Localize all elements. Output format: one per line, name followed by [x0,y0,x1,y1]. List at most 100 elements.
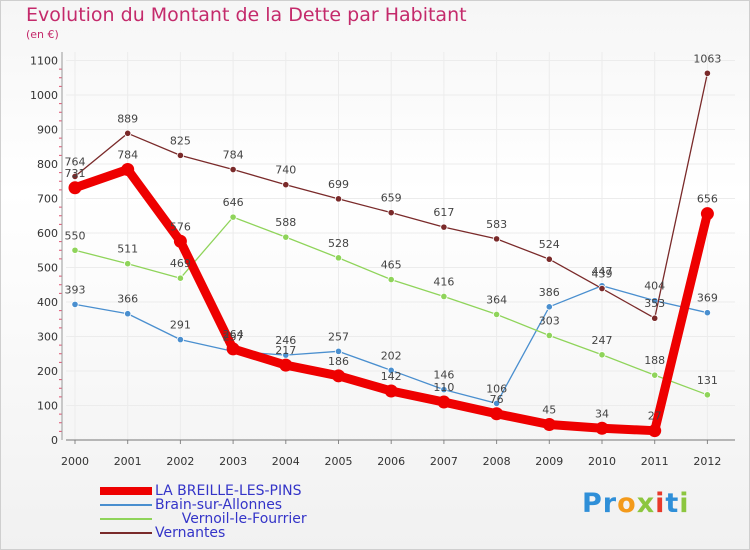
y-tick-label: 0 [51,434,58,447]
data-label: 27 [648,410,662,423]
data-label: 588 [275,216,296,229]
y-tick-label: 200 [37,365,58,378]
y-tick-label: 900 [37,124,58,137]
data-point [279,358,293,372]
data-point [68,181,82,195]
data-point [492,235,501,243]
data-point [700,207,714,221]
data-label: 217 [275,344,296,357]
data-label: 784 [223,149,244,162]
x-tick-label: 2002 [166,455,194,468]
series-lines [68,69,714,438]
data-labels: 393 366 291 257 246 257 202 146 106 386 447 404 369 5… [65,52,722,422]
data-point [121,163,135,177]
data-label: 511 [117,243,138,256]
data-label: 303 [539,314,560,327]
unit-label: (en €) [26,28,59,41]
data-label: 142 [381,370,402,383]
data-point [229,213,237,221]
data-point [229,165,237,174]
y-tick-label: 600 [37,227,58,240]
data-label: 393 [65,283,86,296]
data-label: 369 [697,292,718,305]
x-tick-label: 2010 [588,455,616,468]
x-tick-label: 2008 [483,455,511,468]
legend-label: Vernantes [155,525,226,541]
data-point [651,314,659,322]
data-point [124,310,132,318]
x-tick-label: 2009 [535,455,563,468]
data-label: 257 [223,330,244,343]
data-point [437,395,451,409]
x-tick-label: 2011 [641,455,669,468]
data-point [334,195,343,203]
data-label: 186 [328,355,349,368]
data-label: 524 [539,238,560,251]
data-point [492,310,501,319]
data-label: 550 [65,229,86,242]
chart-title: Evolution du Montant de la Dette par Hab… [26,4,467,26]
legend-label: Vernoil-le-Fourrier [155,511,307,527]
data-label: 699 [328,178,349,191]
data-label: 45 [542,403,556,416]
legend-label: LA BREILLE-LES-PINS [155,483,302,499]
data-label: 386 [539,286,560,299]
proxiti-logo: Proxiti [582,488,690,519]
data-label: 784 [117,149,138,162]
data-point [71,172,79,181]
data-label: 439 [592,268,613,281]
x-tick-label: 2005 [325,455,353,468]
y-tick-label: 100 [37,400,58,413]
x-tick-label: 2012 [693,455,721,468]
data-label: 366 [117,293,138,306]
data-point [598,284,606,293]
data-label: 188 [644,354,665,367]
data-point [545,303,553,311]
data-label: 528 [328,237,349,250]
y-tick-label: 300 [37,331,58,344]
y-tick-label: 1000 [30,89,58,102]
x-tick-label: 2003 [219,455,247,468]
x-tick-label: 2007 [430,455,458,468]
y-tick-label: 1100 [30,55,58,68]
data-point [176,274,184,282]
data-label: 1063 [693,52,721,65]
y-tick-label: 700 [37,193,58,206]
data-point [282,233,290,241]
data-point [334,347,343,355]
data-label: 257 [328,330,349,343]
data-label: 583 [486,218,507,231]
data-label: 617 [433,206,454,219]
logo-letter: i [679,488,690,519]
data-point [440,386,448,394]
data-point [703,391,712,399]
data-label: 404 [644,280,665,293]
data-point [124,129,132,137]
data-label: 364 [486,293,507,306]
legend-swatch [100,504,152,506]
data-label: 131 [697,374,718,387]
data-point [282,181,290,189]
data-label: 110 [433,381,454,394]
data-point [226,342,240,356]
data-label: 34 [595,407,609,420]
data-label: 469 [170,257,191,270]
data-label: 825 [170,134,191,147]
data-point [334,254,343,262]
logo-letter: P [582,488,603,519]
data-point [595,421,609,435]
data-label: 731 [65,167,86,180]
data-point [384,384,398,398]
data-label: 76 [490,393,504,406]
data-point [282,351,290,359]
data-label: 465 [381,259,402,272]
data-point [703,69,712,77]
data-label: 247 [592,334,613,347]
data-point [648,424,662,438]
axes: 0 100 200 300 400 500 600 700 800 900 1000 1100 2000… [30,52,735,468]
data-point [545,331,553,340]
data-point [542,417,556,431]
data-label: 447 [592,265,613,278]
